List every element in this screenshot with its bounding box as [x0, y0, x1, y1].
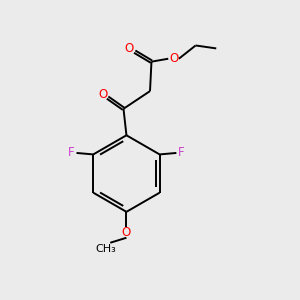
Text: CH₃: CH₃ — [95, 244, 116, 254]
Text: O: O — [98, 88, 107, 100]
Text: O: O — [122, 226, 131, 239]
Text: O: O — [125, 42, 134, 55]
Text: F: F — [68, 146, 74, 159]
Text: O: O — [169, 52, 178, 65]
Text: F: F — [178, 146, 185, 159]
